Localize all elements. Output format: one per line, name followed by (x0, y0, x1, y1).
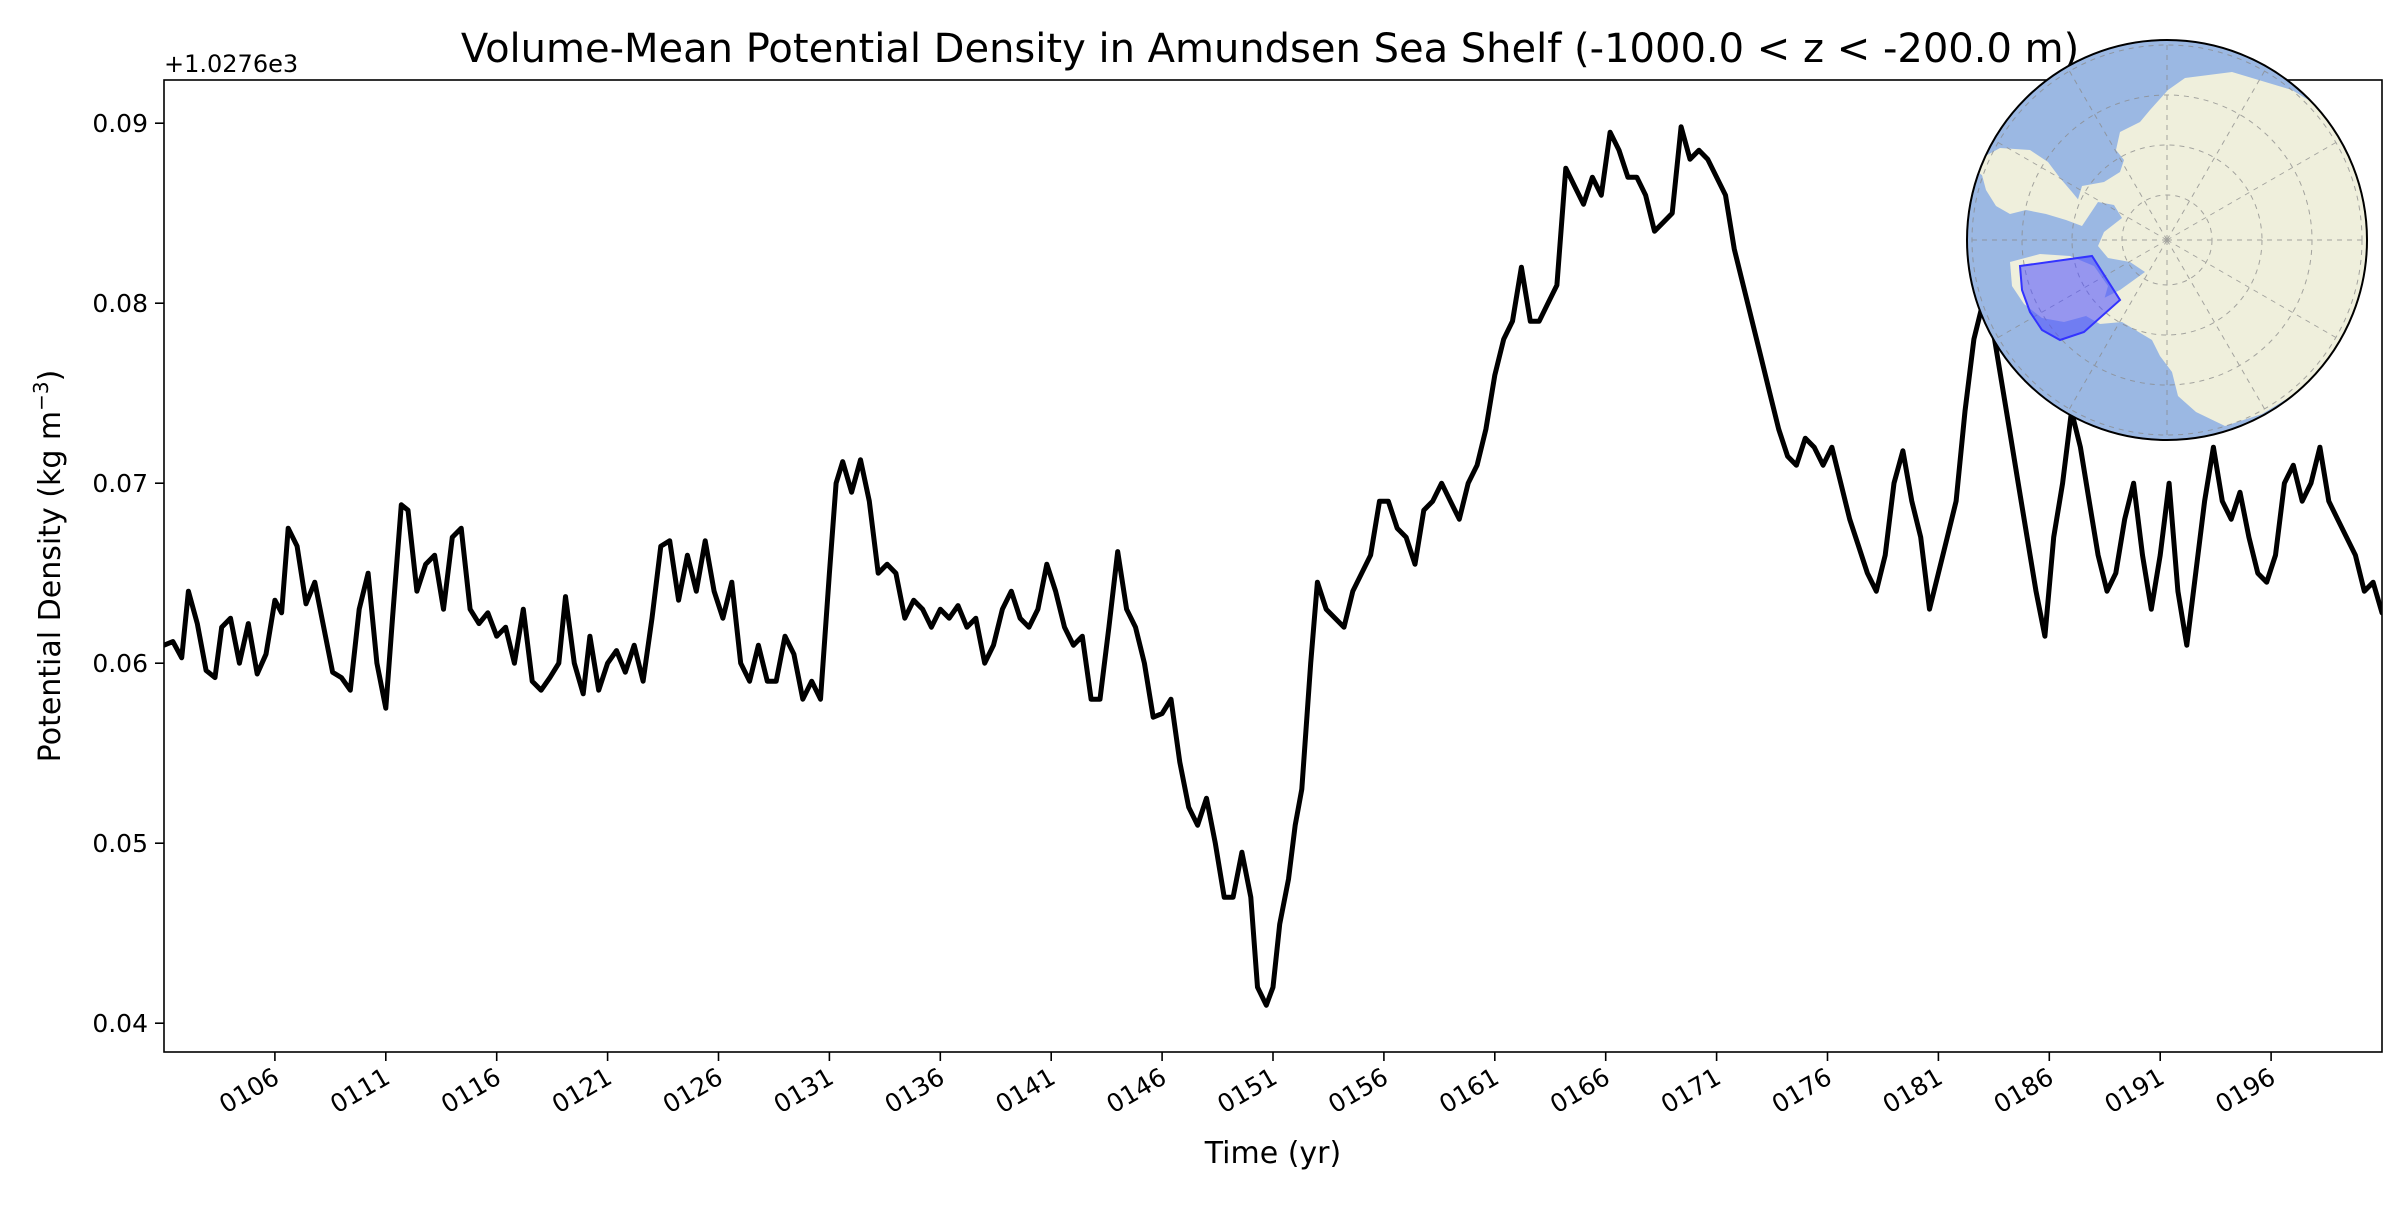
y-tick-label: 0.07 (92, 469, 148, 498)
y-axis-label-main: Potential Density (kg m (33, 411, 68, 762)
graticule-meridian (2166, 139, 2341, 241)
y-tick-label: 0.04 (92, 1009, 148, 1038)
density-series-line (164, 124, 2382, 1008)
graticule-meridian (2166, 239, 2341, 341)
amundsen-sea-region (2018, 254, 2122, 342)
inset-map (1966, 39, 2368, 441)
map-graticule (1967, 40, 2367, 440)
y-axis-label-superscript: −3 (29, 381, 53, 410)
graticule-meridian (2066, 239, 2168, 414)
y-axis-ticks: 0.04 0.05 0.06 0.07 0.08 0.09 (92, 109, 164, 1038)
y-axis-label-close: ) (33, 370, 68, 382)
chart-title: Volume-Mean Potential Density in Amundse… (461, 26, 2079, 72)
graticule-meridian (1993, 139, 2168, 241)
x-axis-label: Time (yr) (1204, 1136, 1341, 1171)
y-tick-label: 0.09 (92, 109, 148, 138)
graticule-meridian (2166, 66, 2268, 241)
axes-frame (163, 79, 2383, 1053)
y-tick-label: 0.05 (92, 829, 148, 858)
map-border (1966, 39, 2368, 441)
y-axis-label: Potential Density (kg m−3) (29, 370, 68, 763)
y-axis-offset-text: +1.0276e3 (164, 50, 298, 78)
graticule-meridian (2066, 66, 2168, 241)
map-antarctic-peninsula (1978, 148, 2090, 226)
graticule-meridian (2166, 239, 2268, 414)
map-antarctica-land (2076, 72, 2367, 426)
y-tick-label: 0.06 (92, 649, 148, 678)
plot-area (164, 124, 2382, 1008)
y-tick-label: 0.08 (92, 289, 148, 318)
